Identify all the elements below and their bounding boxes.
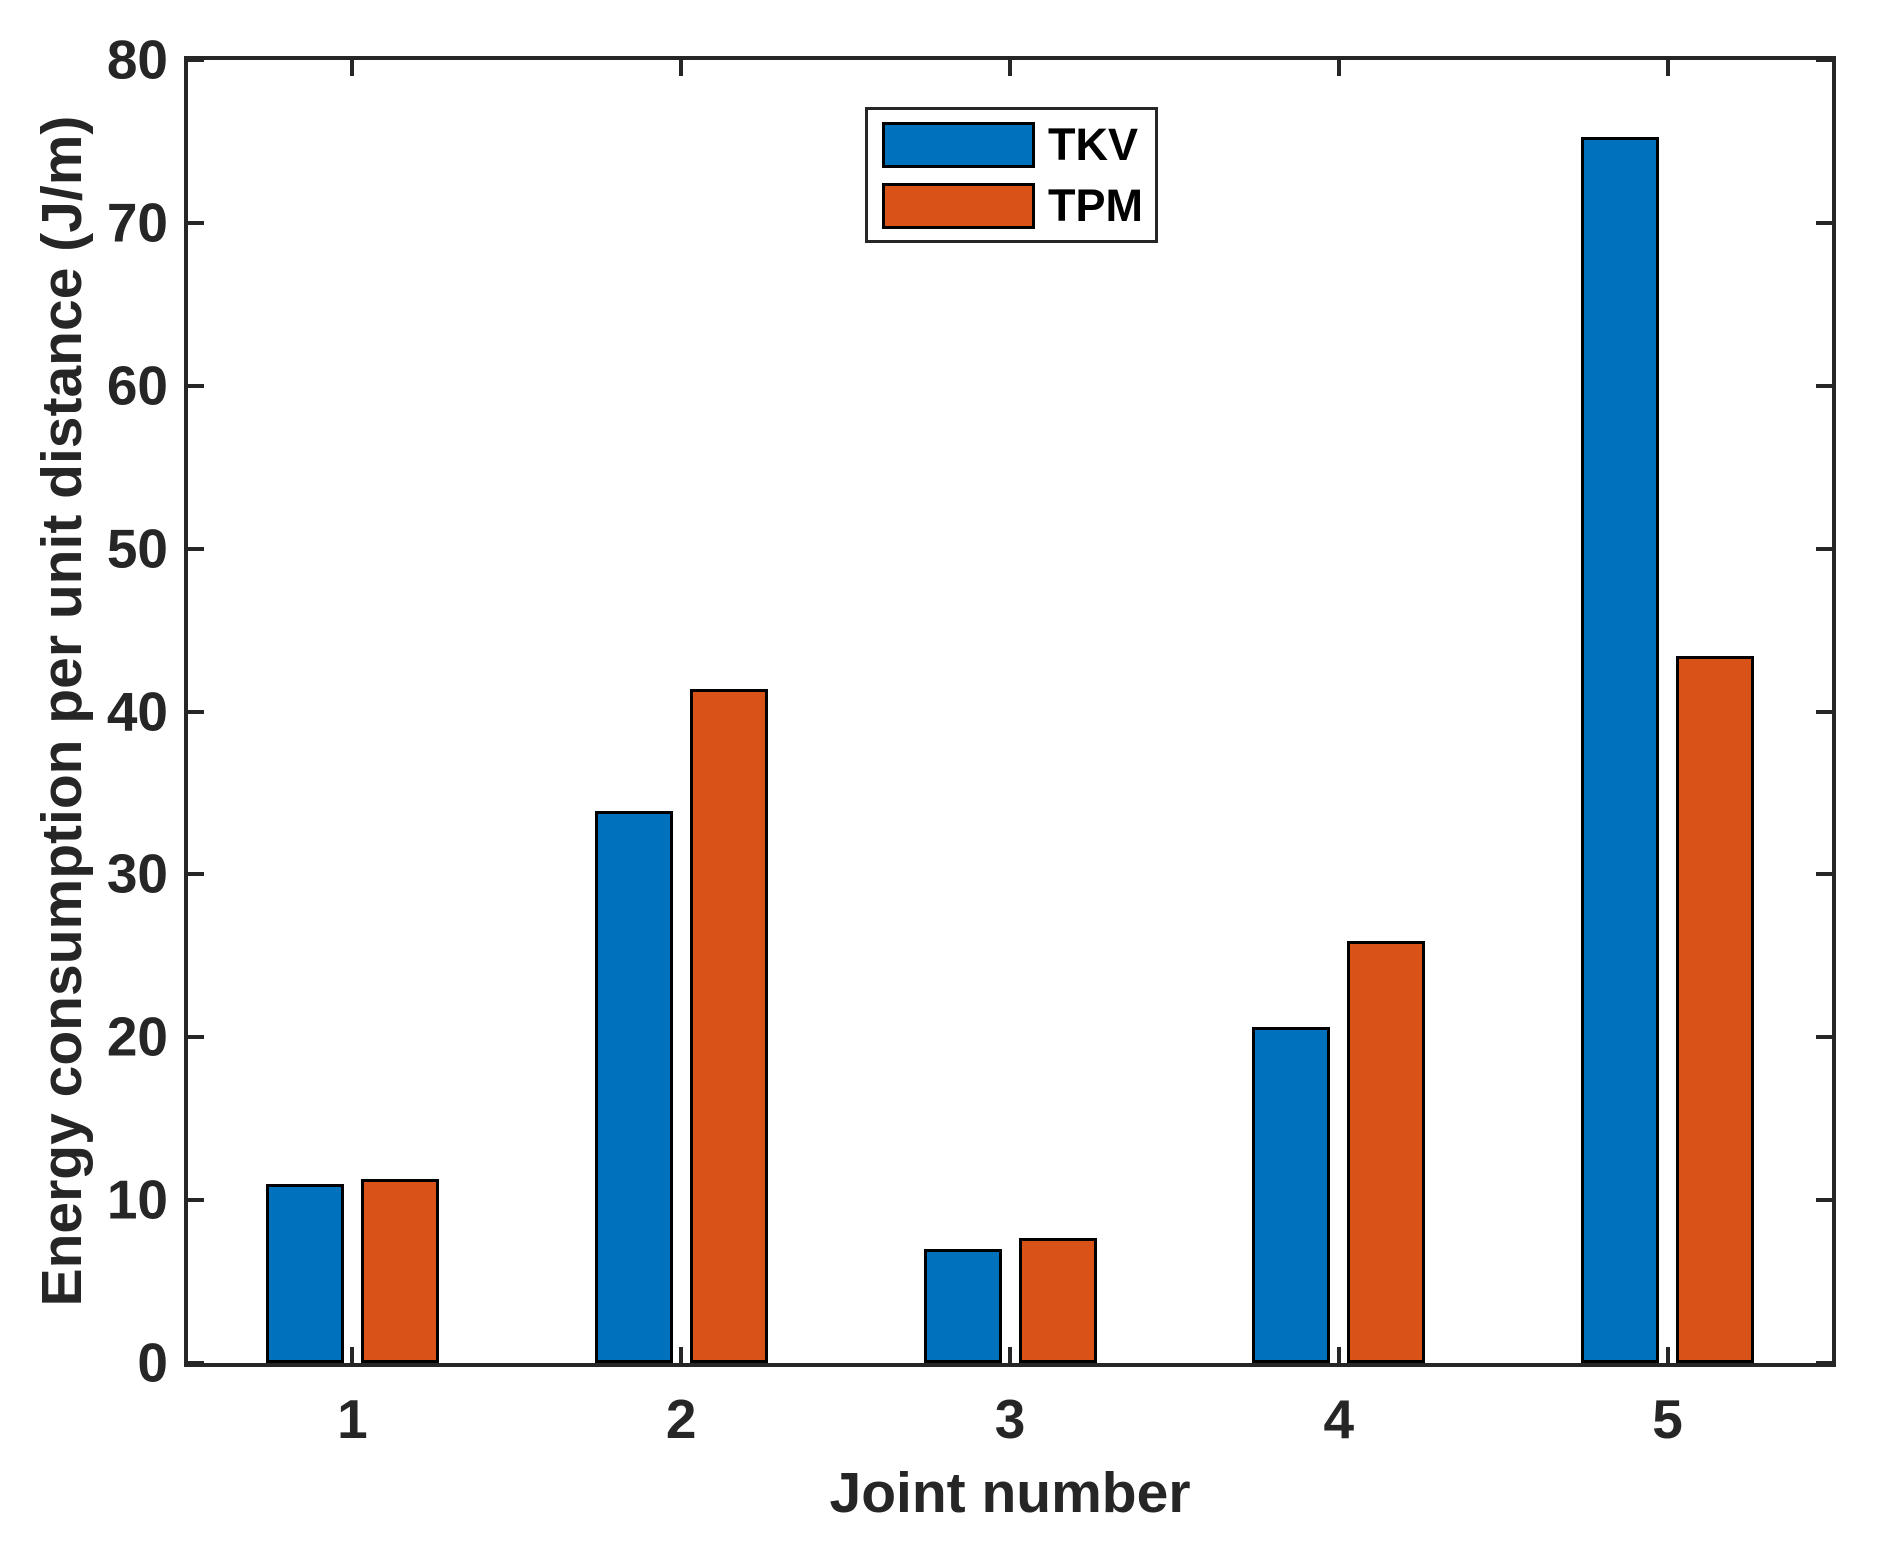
y-axis-label: Energy consumption per unit distance (J/… xyxy=(30,115,94,1307)
legend-label-tpm: TPM xyxy=(1048,180,1143,231)
y-tick-label: 10 xyxy=(106,1168,168,1231)
y-tick xyxy=(188,383,204,388)
bar-tkv-joint-1 xyxy=(265,1183,344,1363)
x-tick xyxy=(350,60,355,76)
y-tick-label: 70 xyxy=(106,191,168,254)
x-tick xyxy=(679,1347,684,1363)
y-tick xyxy=(1816,1198,1832,1203)
y-tick xyxy=(1816,709,1832,714)
bar-tpm-joint-5 xyxy=(1676,656,1755,1363)
y-tick xyxy=(1816,546,1832,551)
y-tick xyxy=(1816,220,1832,225)
y-tick-label: 0 xyxy=(137,1331,168,1394)
x-tick xyxy=(1008,1347,1012,1363)
y-tick xyxy=(1816,1361,1832,1365)
bar-tkv-joint-4 xyxy=(1252,1027,1331,1363)
legend-swatch-tpm xyxy=(882,183,1035,229)
x-tick xyxy=(350,1347,355,1363)
plot-area xyxy=(184,56,1836,1367)
y-tick-label: 80 xyxy=(106,28,168,91)
bar-tkv-joint-5 xyxy=(1581,136,1660,1363)
y-tick xyxy=(188,1035,204,1040)
bar-tkv-joint-3 xyxy=(923,1249,1002,1363)
y-tick xyxy=(188,220,204,225)
x-tick-label: 5 xyxy=(1652,1388,1683,1450)
y-tick xyxy=(188,58,204,62)
x-tick xyxy=(679,60,684,76)
x-tick-label: 2 xyxy=(665,1388,697,1450)
x-tick xyxy=(1008,60,1012,76)
bar-tkv-joint-2 xyxy=(594,810,673,1363)
y-tick xyxy=(188,709,204,714)
y-tick xyxy=(188,872,204,877)
y-tick-label: 60 xyxy=(106,354,168,417)
y-tick-label: 20 xyxy=(106,1005,168,1068)
bar-tpm-joint-1 xyxy=(360,1178,439,1363)
y-tick xyxy=(188,546,204,551)
legend-label-tkv: TKV xyxy=(1048,119,1138,170)
bar-tpm-joint-4 xyxy=(1347,941,1426,1363)
bar-tpm-joint-2 xyxy=(689,688,768,1363)
y-tick xyxy=(1816,58,1832,62)
y-tick xyxy=(1816,872,1832,877)
y-tick xyxy=(188,1198,204,1203)
x-axis-label: Joint number xyxy=(829,1461,1191,1525)
y-tick xyxy=(1816,383,1832,388)
x-tick-label: 4 xyxy=(1323,1388,1355,1450)
y-tick-label: 40 xyxy=(106,680,168,742)
x-tick xyxy=(1665,60,1670,76)
y-tick-label: 30 xyxy=(106,842,168,905)
legend-swatch-tkv xyxy=(882,122,1035,168)
x-tick xyxy=(1336,1347,1341,1363)
x-tick xyxy=(1665,1347,1670,1363)
legend: TKV TPM xyxy=(865,107,1158,243)
x-tick-label: 3 xyxy=(994,1388,1026,1450)
x-tick xyxy=(1336,60,1341,76)
x-tick-label: 1 xyxy=(337,1388,368,1450)
y-tick-label: 50 xyxy=(106,517,168,580)
y-tick xyxy=(188,1361,204,1365)
y-tick xyxy=(1816,1035,1832,1040)
bar-tpm-joint-3 xyxy=(1018,1237,1097,1363)
